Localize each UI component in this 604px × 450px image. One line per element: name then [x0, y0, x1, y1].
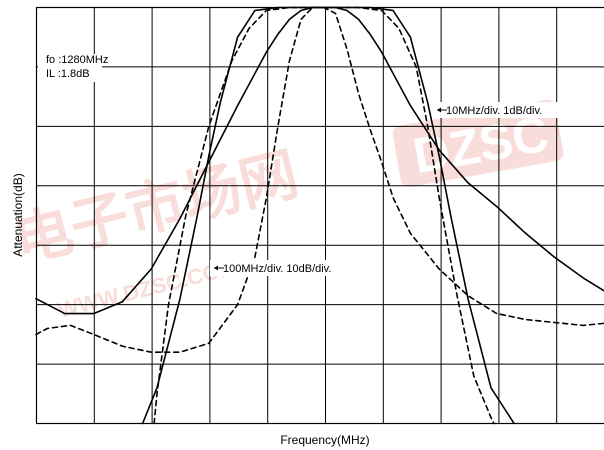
scale-note-narrow-text: 10MHz/div. 1dB/div. — [446, 105, 542, 117]
watermark-main-text: 电子市场网 — [7, 141, 304, 274]
watermark: 电子市场网 WWW.DZSC.COM DZSC — [7, 99, 564, 323]
watermark-logo: DZSC — [392, 99, 564, 187]
x-axis-label: Frequency(MHz) — [280, 433, 369, 447]
grid — [36, 7, 604, 424]
curves — [35, 6, 604, 425]
y-axis-label: Attenuation(dB) — [11, 173, 25, 256]
scale-note-wide: 100MHz/div. 10dB/div. — [210, 260, 376, 276]
scale-note-narrow: 10MHz/div. 1dB/div. — [434, 102, 578, 118]
series-line-narrow-dashed — [153, 6, 495, 425]
annotation-il: IL :1.8dB — [46, 68, 90, 80]
scale-note-wide-text: 100MHz/div. 10dB/div. — [223, 263, 331, 275]
annotation-fo: fo :1280MHz — [46, 54, 108, 66]
annotation-fo-il: fo :1280MHz IL :1.8dB — [38, 54, 108, 82]
